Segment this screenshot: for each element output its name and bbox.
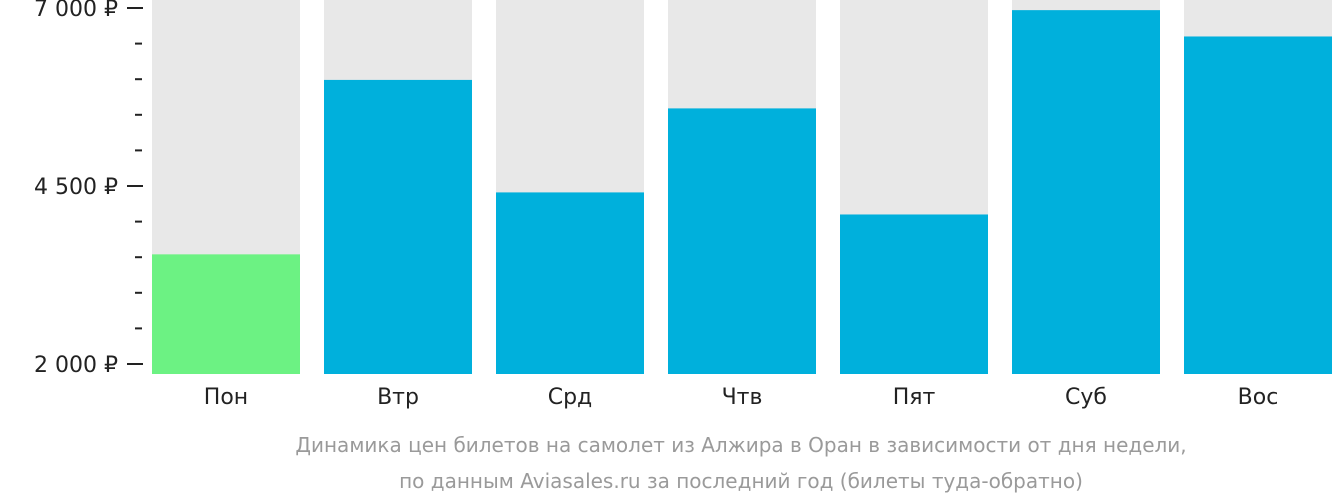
caption-line-1: Динамика цен билетов на самолет из Алжир… (295, 433, 1186, 457)
x-axis: Пон Втр Срд Чтв Пят Суб Вос (204, 385, 1279, 410)
x-tick-label-2: Втр (377, 385, 419, 410)
y-axis: 2 000 ₽ 4 500 ₽ 7 000 ₽ (34, 0, 143, 378)
x-tick-label-5: Пят (893, 385, 936, 410)
bar-5 (840, 214, 988, 374)
y-tick-label-2: 4 500 ₽ (34, 175, 118, 200)
bar-1 (152, 254, 300, 374)
bar-2 (324, 79, 472, 375)
bar-4 (668, 108, 816, 374)
bar-6 (1012, 10, 1160, 375)
y-tick-label-3: 7 000 ₽ (34, 0, 118, 22)
bars (152, 10, 1332, 375)
x-tick-label-4: Чтв (722, 385, 763, 410)
caption-line-2: по данным Aviasales.ru за последний год … (399, 469, 1083, 493)
bar-3 (496, 192, 644, 374)
x-tick-label-3: Срд (548, 385, 593, 410)
x-tick-label-6: Суб (1065, 385, 1107, 410)
bar-7 (1184, 36, 1332, 374)
chart-caption: Динамика цен билетов на самолет из Алжир… (295, 433, 1186, 493)
y-tick-label-1: 2 000 ₽ (34, 353, 118, 378)
x-tick-label-1: Пон (204, 385, 248, 410)
x-tick-label-7: Вос (1238, 385, 1279, 410)
